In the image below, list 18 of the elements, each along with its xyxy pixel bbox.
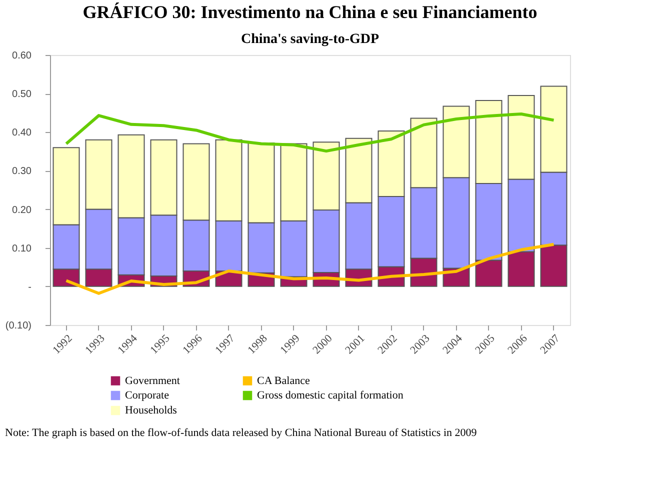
line-series <box>64 242 556 295</box>
text: Note: The graph is based on the flow-of-funds data released by China National Bureau of Statistics in 2009 <box>5 427 478 439</box>
y-tick-label: 0.30 <box>12 166 32 178</box>
legend-label: Households <box>125 404 177 416</box>
y-tick-label: 0.10 <box>12 243 32 254</box>
chart-title: GRÁFICO 30: Investimento na China e seu Financiamento <box>82 2 538 22</box>
y-tick-label: 0.60 <box>12 50 32 62</box>
chart-subtitle: China's saving-to-GDP <box>240 32 380 47</box>
y-tick-label: - <box>28 282 32 293</box>
legend-label: Government <box>125 374 180 387</box>
legend-label: CA Balance <box>257 374 310 387</box>
legend-label: Corporate <box>125 390 170 402</box>
y-tick-label: 0.50 <box>12 89 32 100</box>
y-tick-label: (0.10) <box>5 320 32 332</box>
legend-label: Gross domestic capital formation <box>257 390 404 402</box>
y-tick-label: 0.20 <box>12 204 32 216</box>
y-tick-label: 0.40 <box>12 128 32 139</box>
line-series <box>64 112 556 153</box>
